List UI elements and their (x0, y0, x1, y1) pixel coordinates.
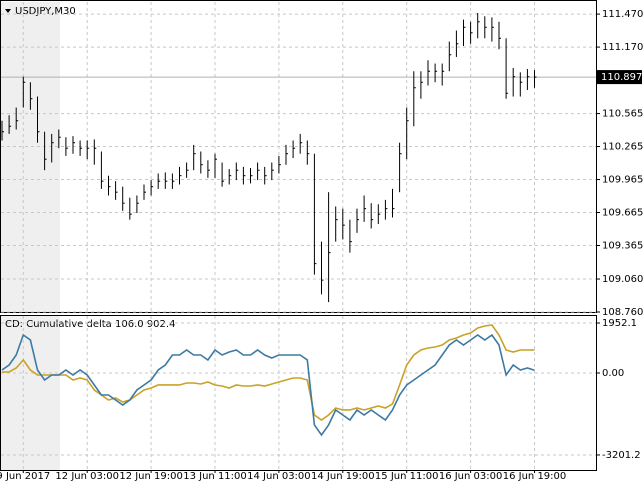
x-tick-label: 12 Jun 03:00 (55, 471, 119, 481)
y-tick-label: 111.170 (602, 42, 643, 53)
symbol-title: USDJPY,M30 (15, 6, 76, 17)
x-tick-label: 12 Jun 19:00 (119, 471, 183, 481)
dropdown-icon[interactable] (5, 9, 11, 13)
x-tick-label: 9 Jun 2017 (0, 471, 50, 481)
y-tick-label: 111.470 (602, 9, 643, 20)
x-tick-label: 14 Jun 19:00 (311, 471, 375, 481)
y-tick-label: 110.265 (602, 142, 643, 153)
indicator-title: CD: Cumulative delta 106.0 902.4 (5, 319, 175, 330)
delta-line (2, 324, 535, 421)
x-tick-label: 13 Jun 11:00 (183, 471, 247, 481)
x-tick-label: 16 Jun 03:00 (439, 471, 503, 481)
x-tick-label: 15 Jun 11:00 (375, 471, 439, 481)
y-tick-label: 110.565 (602, 109, 643, 120)
main-frame (0, 0, 597, 313)
y-tick-label: 108.760 (602, 307, 643, 318)
y-tick-label: 1952.1 (602, 318, 637, 329)
y-tick-label: 109.665 (602, 208, 643, 219)
x-tick-label: 16 Jun 19:00 (503, 471, 567, 481)
current-price-label: 110.897 (601, 72, 642, 83)
delta-line (1, 333, 535, 437)
indicator-frame (0, 315, 597, 471)
x-tick-label: 14 Jun 03:00 (247, 471, 311, 481)
history-shade (0, 2, 60, 312)
y-tick-label: 109.060 (602, 274, 643, 285)
y-tick-label: -3201.2 (602, 450, 641, 461)
current-price-box (597, 70, 642, 85)
y-tick-label: 109.365 (602, 240, 643, 251)
y-tick-label: 0.00 (602, 368, 624, 379)
y-tick-label: 109.965 (602, 175, 643, 186)
